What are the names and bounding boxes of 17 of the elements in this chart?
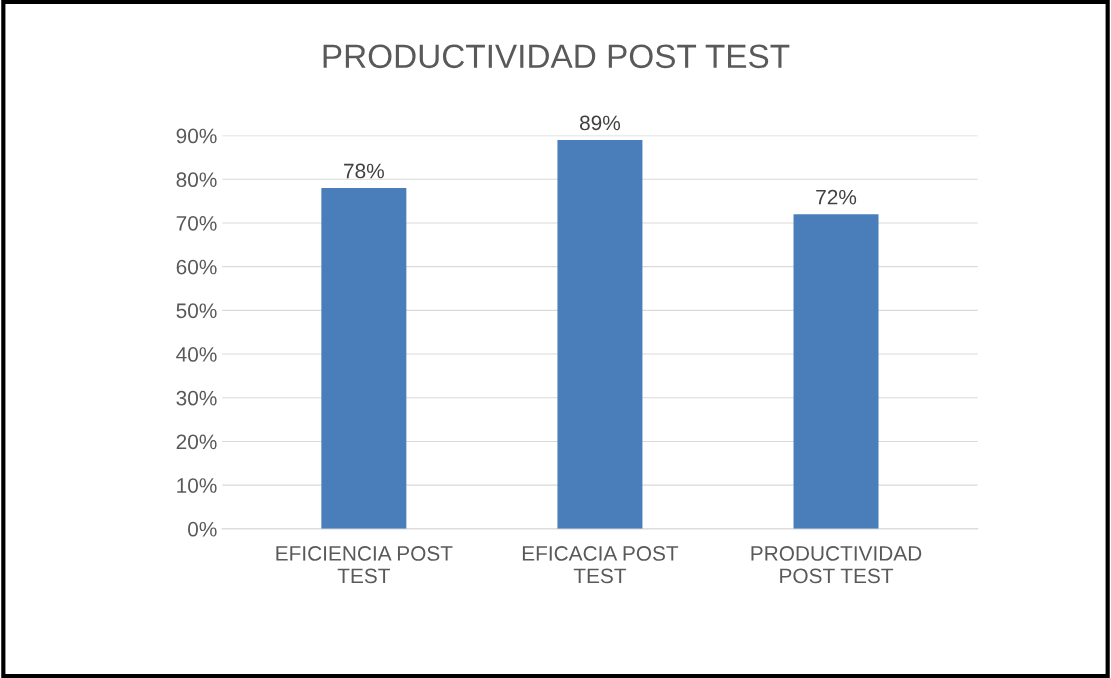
y-tick-label: 30% — [176, 390, 217, 406]
y-tick-label: 10% — [177, 478, 217, 493]
y-tick-label: 70% — [176, 215, 217, 231]
x-tick-label: PRODUCTIVIDAD POST TEST — [751, 546, 922, 584]
y-tick-label: 20% — [176, 434, 217, 450]
y-tick-label: 80% — [176, 172, 217, 188]
y-tick-label: 0% — [188, 521, 217, 537]
data-label: 78% — [344, 163, 384, 179]
y-tick-label: 60% — [176, 259, 217, 275]
x-tick-label: EFICACIA POST TEST — [522, 546, 679, 584]
y-tick-label: 40% — [176, 347, 217, 362]
data-label: 89% — [580, 115, 621, 131]
y-tick-label: 90% — [176, 128, 217, 144]
y-tick-label: 50% — [176, 303, 217, 319]
chart-title: PRODUCTIVIDAD POST TEST — [323, 44, 790, 69]
data-label: 72% — [816, 189, 857, 205]
x-tick-label: EFICIENCIA POST TEST — [276, 546, 453, 584]
